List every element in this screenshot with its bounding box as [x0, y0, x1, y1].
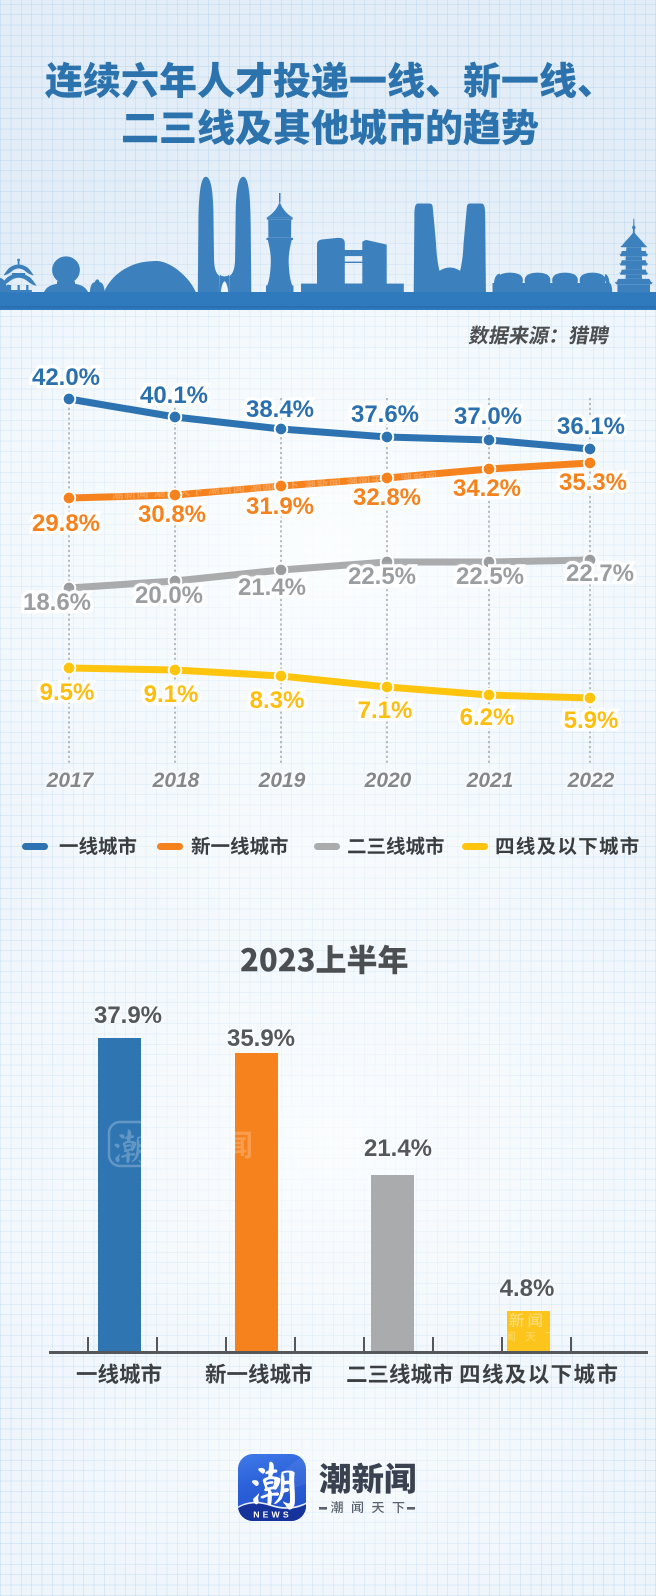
svg-text:NEWS: NEWS: [253, 1510, 291, 1520]
